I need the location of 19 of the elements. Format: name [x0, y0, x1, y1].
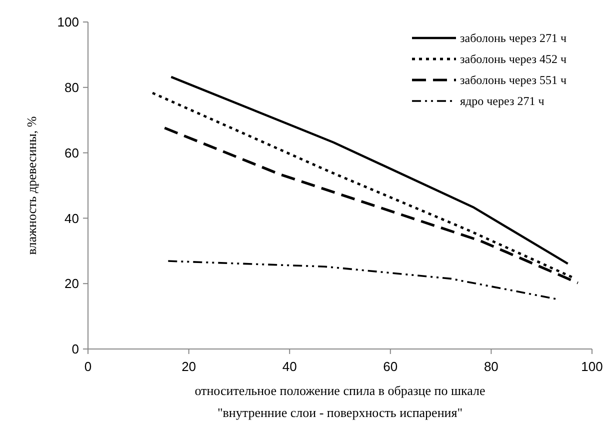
x-tick-label: 60 — [383, 359, 398, 374]
y-axis-title: влажность древесины, % — [24, 116, 39, 255]
x-axis-title: относительное положение спила в образце по шкале "внутренние слои - поверхность испарения" — [194, 383, 486, 420]
x-tick-label: 20 — [182, 359, 196, 374]
legend-label: заболонь через 551 ч — [460, 73, 567, 88]
y-tick-label: 20 — [64, 276, 79, 292]
legend-label: заболонь через 452 ч — [460, 52, 567, 66]
x-tick-label: 100 — [581, 359, 603, 374]
y-tick-label: 80 — [64, 80, 79, 95]
legend-label: ядро через 271 ч — [460, 94, 544, 108]
x-tick-label: 0 — [84, 359, 92, 374]
y-tick-label: 60 — [64, 145, 79, 160]
x-tick-label: 40 — [282, 359, 297, 374]
y-tick-label: 100 — [57, 14, 79, 30]
legend-label: заболонь через 271 ч — [460, 31, 567, 46]
y-tick-label: 40 — [64, 210, 79, 226]
y-tick-label: 0 — [72, 342, 79, 357]
line-series — [170, 76, 569, 265]
x-tick-label: 80 — [484, 359, 498, 374]
